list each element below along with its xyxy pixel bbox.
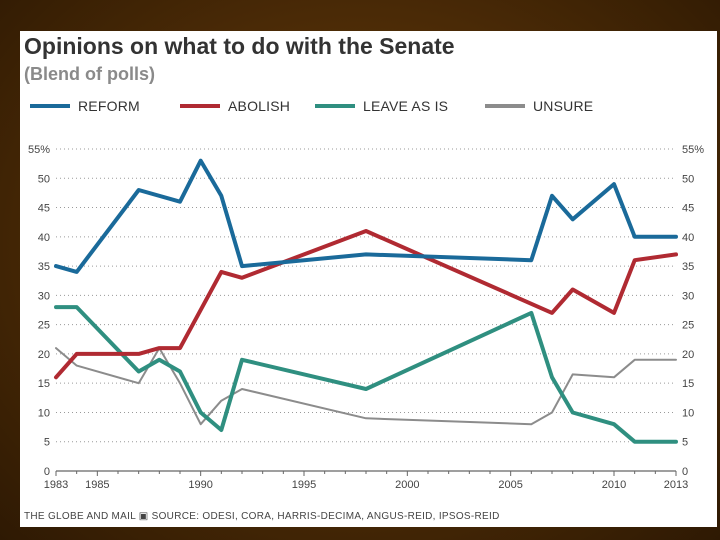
legend-label-reform: REFORM <box>78 98 140 114</box>
series-line-abolish <box>54 229 678 380</box>
y-tick-label-left-40: 40 <box>38 232 50 244</box>
y-tick-label-left-35: 35 <box>38 261 50 273</box>
x-tick-label-2013: 2013 <box>664 479 688 491</box>
chart-title: Opinions on what to do with the Senate <box>24 33 455 59</box>
y-tick-label-left-25: 25 <box>38 320 50 332</box>
legend-swatch-unsure <box>485 104 525 108</box>
legend-swatch-reform <box>30 104 70 108</box>
y-tick-label-left-10: 10 <box>38 407 50 419</box>
series-line-leave-as-is <box>54 305 678 444</box>
y-tick-label-right-55: 55% <box>682 144 704 156</box>
x-tick-label-1985: 1985 <box>85 479 109 491</box>
x-tick-label-1983: 1983 <box>44 479 68 491</box>
legend-label-leave-as-is: LEAVE AS IS <box>363 98 449 114</box>
y-tick-label-right-5: 5 <box>682 437 688 449</box>
y-tick-label-left-55: 55% <box>28 144 50 156</box>
chart-panel: Opinions on what to do with the Senate (… <box>20 31 717 527</box>
y-tick-label-right-20: 20 <box>682 349 694 361</box>
x-tick-label-2000: 2000 <box>395 479 419 491</box>
y-tick-label-left-5: 5 <box>44 437 50 449</box>
x-tick-label-2010: 2010 <box>602 479 626 491</box>
y-tick-label-right-45: 45 <box>682 203 694 215</box>
y-tick-label-right-30: 30 <box>682 290 694 302</box>
legend-swatch-leave-as-is <box>315 104 355 108</box>
y-tick-label-left-45: 45 <box>38 203 50 215</box>
line-chart: 0 0 5 5 10 10 15 15 20 20 25 25 30 30 35 35 40 40 45 45 50 50… <box>28 144 704 491</box>
y-tick-label-right-40: 40 <box>682 232 694 244</box>
series-line-unsure <box>55 347 677 426</box>
legend-label-abolish: ABOLISH <box>228 98 291 114</box>
y-tick-label-right-35: 35 <box>682 261 694 273</box>
x-tick-label-1990: 1990 <box>188 479 212 491</box>
y-tick-label-right-15: 15 <box>682 378 694 390</box>
y-tick-label-left-0: 0 <box>44 466 50 478</box>
legend-swatch-abolish <box>180 104 220 108</box>
chart-footer: THE GLOBE AND MAIL ▣ SOURCE: ODESI, CORA… <box>24 511 500 522</box>
series-line-reform <box>54 158 678 274</box>
y-tick-label-left-20: 20 <box>38 349 50 361</box>
x-tick-label-1995: 1995 <box>292 479 316 491</box>
y-tick-label-right-50: 50 <box>682 173 694 185</box>
y-tick-label-right-10: 10 <box>682 407 694 419</box>
y-tick-label-right-0: 0 <box>682 466 688 478</box>
y-tick-label-left-30: 30 <box>38 290 50 302</box>
chart-subtitle: (Blend of polls) <box>24 64 155 84</box>
x-tick-label-2005: 2005 <box>498 479 522 491</box>
y-tick-label-right-25: 25 <box>682 320 694 332</box>
y-tick-label-left-15: 15 <box>38 378 50 390</box>
y-tick-label-left-50: 50 <box>38 173 50 185</box>
legend-label-unsure: UNSURE <box>533 98 594 114</box>
